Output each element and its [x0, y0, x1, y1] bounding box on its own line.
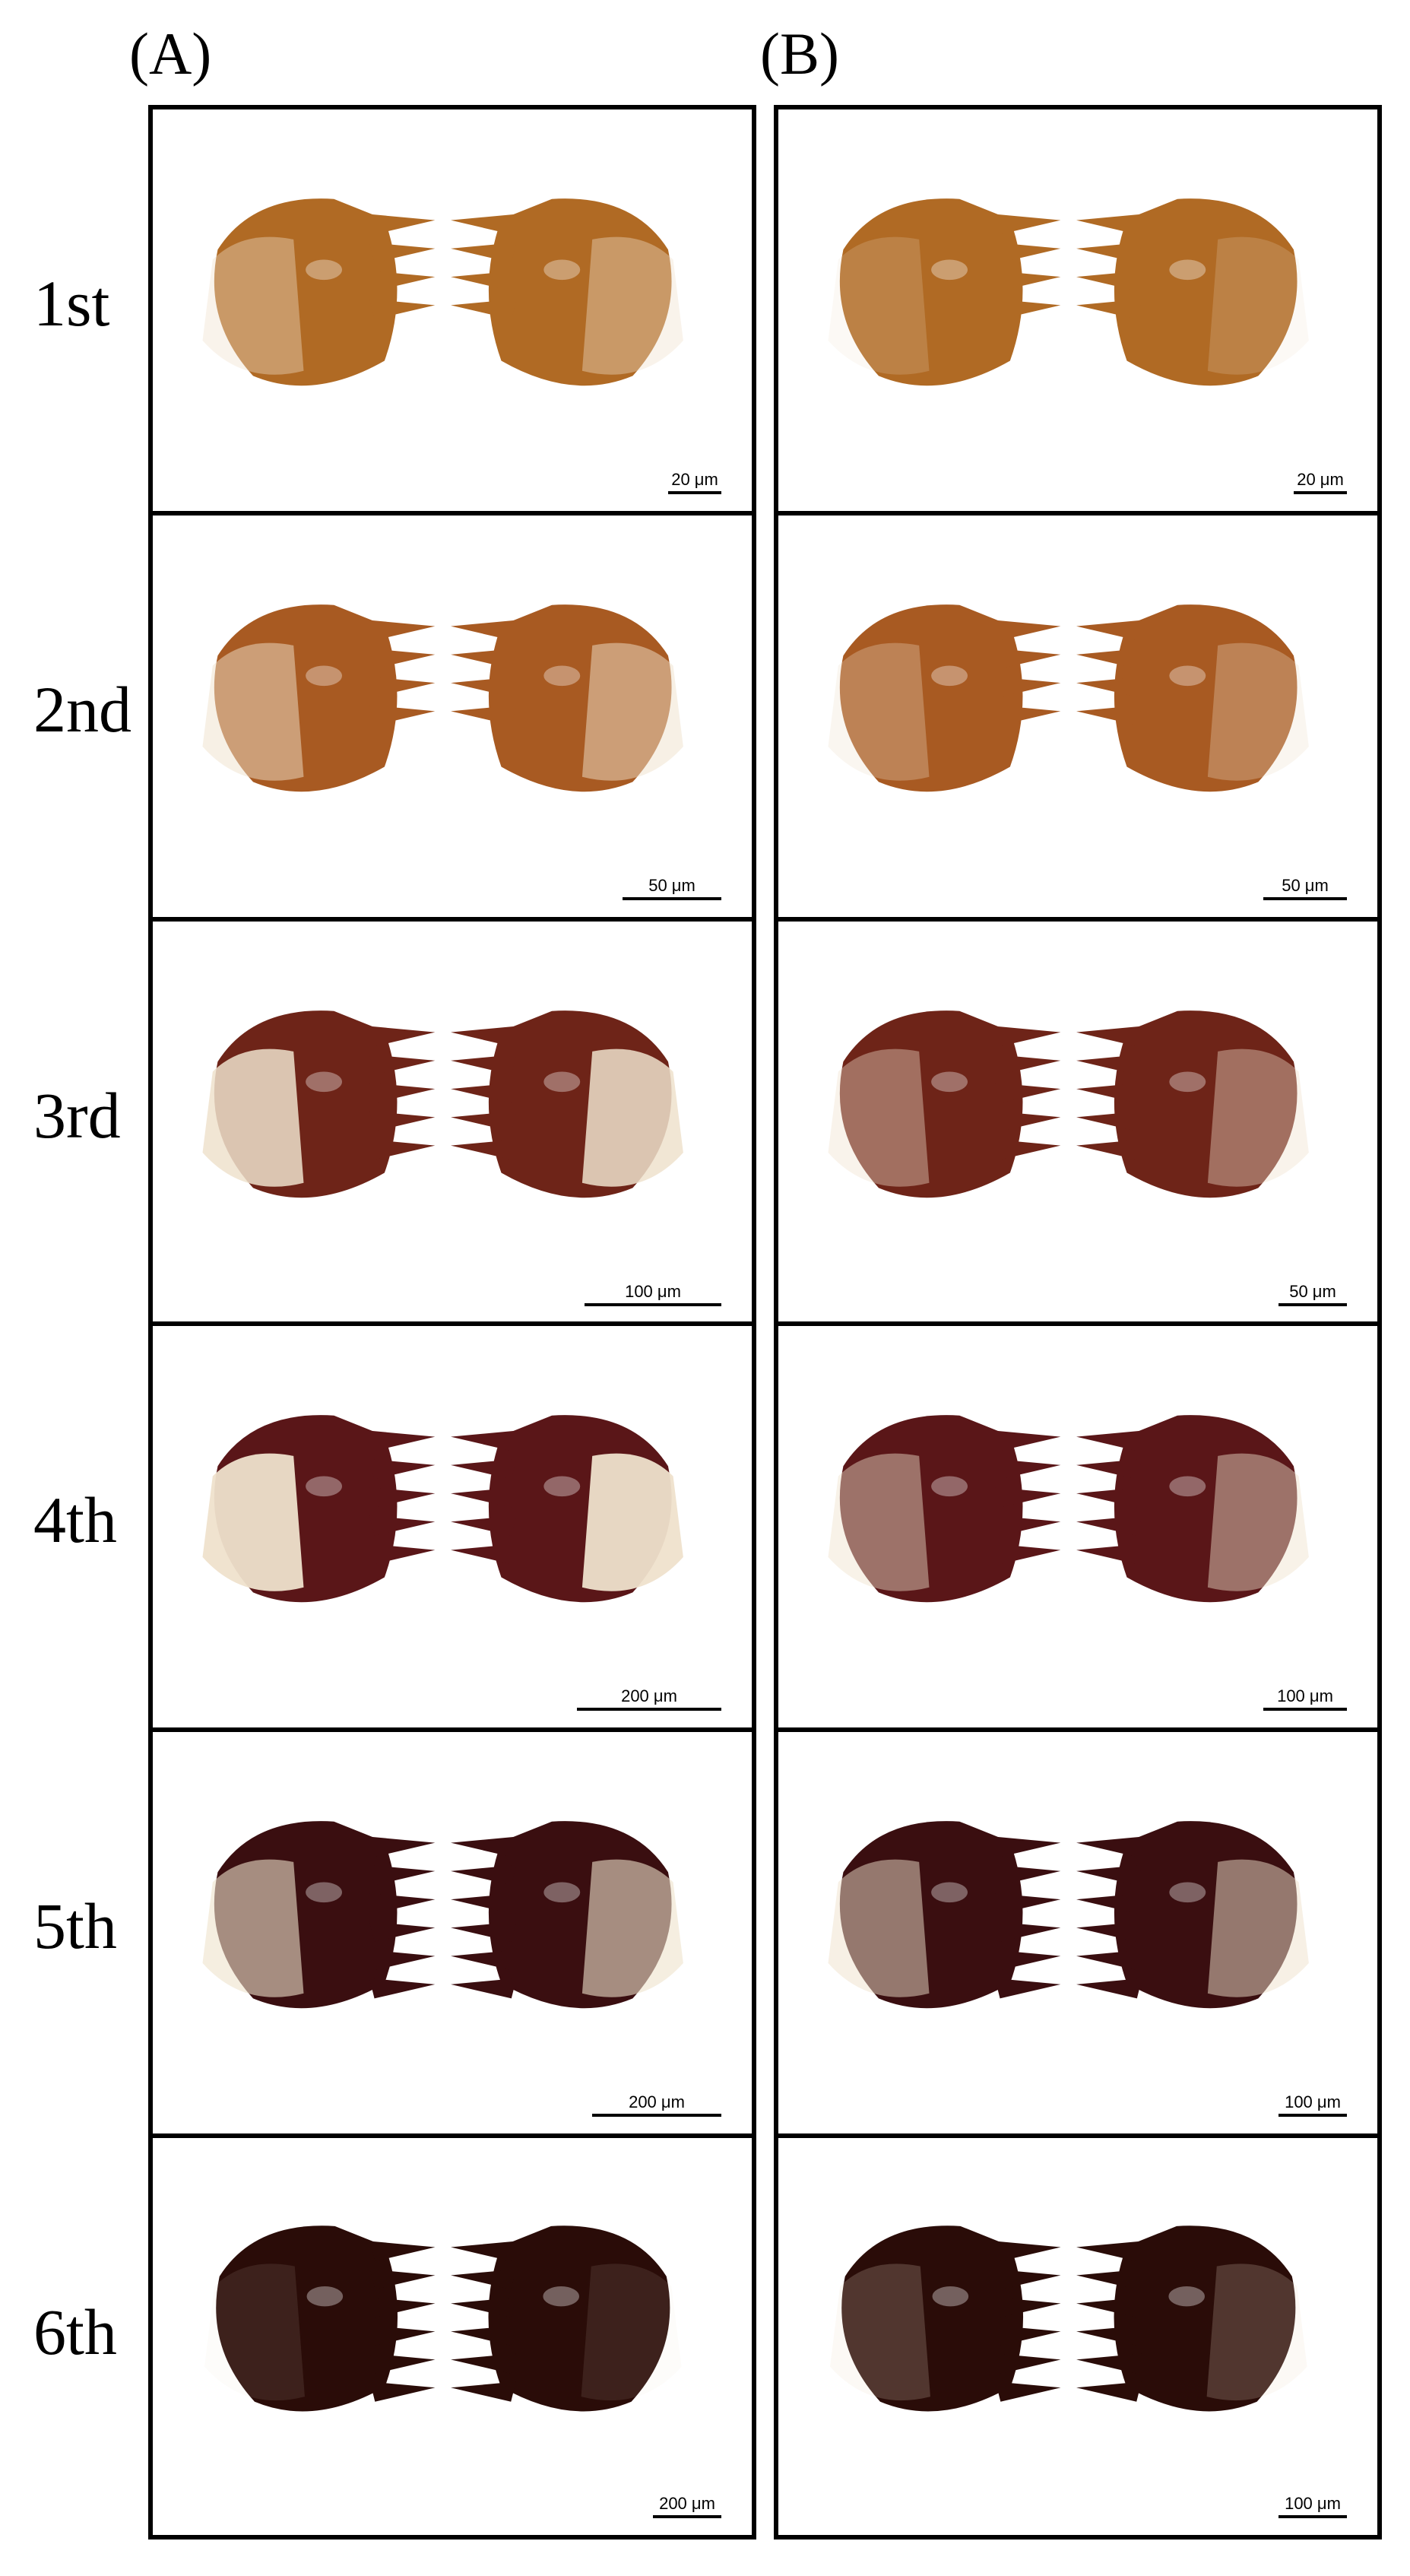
scale-bar-line [592, 2114, 721, 2117]
scale-bar-line [1263, 1708, 1347, 1711]
scale-bar-a-first: 20 μm [661, 470, 729, 494]
mandible-right-view [1076, 198, 1309, 386]
mandible-left-view [202, 604, 436, 792]
scale-bar-label: 200 μm [659, 2494, 715, 2513]
mandible-left-view [828, 1821, 1061, 2009]
scale-bar-line [668, 491, 721, 494]
mandible-right-view [451, 1415, 683, 1603]
scale-bar-label: 50 μm [1289, 1282, 1336, 1301]
scale-bar-line [1279, 1303, 1347, 1306]
mandible-left-view [828, 198, 1061, 386]
mandible-right-view [1076, 604, 1309, 792]
scale-bar-label: 100 μm [1285, 2092, 1341, 2111]
row-label-first: 1st [33, 267, 110, 340]
row-label-fourth: 4th [33, 1483, 117, 1556]
scale-bar-label: 20 μm [671, 470, 718, 489]
scale-bar-line [1263, 897, 1347, 900]
micrograph-panel-b-sixth: 100 μm [774, 2133, 1382, 2540]
scale-bar-a-second: 50 μm [615, 876, 729, 900]
micrograph-panel-a-fourth: 200 μm [148, 1321, 756, 1732]
row-label-second: 2nd [33, 673, 131, 746]
mandible-left-view [202, 1415, 436, 1603]
micrograph-panel-a-second: 50 μm [148, 511, 756, 922]
micrograph-panel-a-third: 100 μm [148, 917, 756, 1328]
micrograph-panel-b-third: 50 μm [774, 917, 1382, 1328]
mandible-right-view [451, 1010, 683, 1198]
row-label-third: 3rd [33, 1079, 121, 1152]
scale-bar-a-fourth: 200 μm [569, 1686, 729, 1711]
micrograph-panel-b-fourth: 100 μm [774, 1321, 1382, 1732]
scale-bar-label: 200 μm [621, 1686, 677, 1705]
micrograph-panel-a-fifth: 200 μm [148, 1727, 756, 2138]
micrograph-panel-a-first: 20 μm [148, 105, 756, 516]
scale-bar-a-sixth: 200 μm [645, 2494, 729, 2518]
scale-bar-label: 100 μm [1285, 2494, 1341, 2513]
mandible-right-view [451, 604, 683, 792]
mandible-right-view [1076, 1415, 1309, 1603]
column-label-b: (B) [760, 21, 839, 87]
mandible-right-view [451, 198, 683, 386]
micrograph-panel-b-first: 20 μm [774, 105, 1382, 516]
scale-bar-label: 100 μm [625, 1282, 681, 1301]
mandible-right-view [451, 2225, 682, 2412]
mandible-right-view [451, 1821, 683, 2009]
mandible-left-view [202, 1010, 436, 1198]
mandible-right-view [1076, 1010, 1309, 1198]
scale-bar-line [1279, 2114, 1347, 2117]
mandible-left-view [828, 604, 1061, 792]
scale-bar-line [577, 1708, 721, 1711]
scale-bar-label: 100 μm [1277, 1686, 1333, 1705]
scale-bar-a-fifth: 200 μm [585, 2092, 729, 2117]
mandible-left-view [202, 1821, 436, 2009]
scale-bar-b-sixth: 100 μm [1271, 2494, 1355, 2518]
scale-bar-a-third: 100 μm [577, 1282, 729, 1306]
mandible-left-view [204, 2225, 436, 2412]
scale-bar-label: 200 μm [629, 2092, 685, 2111]
scale-bar-b-second: 50 μm [1256, 876, 1355, 900]
row-label-fifth: 5th [33, 1889, 117, 1962]
column-label-a: (A) [129, 21, 212, 87]
scale-bar-label: 50 μm [1282, 876, 1329, 895]
mandible-left-view [829, 2225, 1061, 2412]
mandible-right-view [1076, 1821, 1309, 2009]
micrograph-panel-b-fifth: 100 μm [774, 1727, 1382, 2138]
scale-bar-line [1294, 491, 1347, 494]
mandible-right-view [1076, 2225, 1307, 2412]
scale-bar-line [653, 2515, 721, 2518]
mandible-left-view [202, 198, 436, 386]
scale-bar-b-fifth: 100 μm [1271, 2092, 1355, 2117]
mandible-left-view [828, 1010, 1061, 1198]
scale-bar-b-first: 20 μm [1286, 470, 1355, 494]
row-label-sixth: 6th [33, 2295, 117, 2368]
scale-bar-line [623, 897, 721, 900]
scale-bar-line [1279, 2515, 1347, 2518]
scale-bar-b-fourth: 100 μm [1256, 1686, 1355, 1711]
scale-bar-label: 20 μm [1297, 470, 1344, 489]
micrograph-panel-a-sixth: 200 μm [148, 2133, 756, 2540]
scale-bar-line [585, 1303, 721, 1306]
scale-bar-label: 50 μm [648, 876, 695, 895]
mandible-left-view [828, 1415, 1061, 1603]
micrograph-panel-b-second: 50 μm [774, 511, 1382, 922]
scale-bar-b-third: 50 μm [1271, 1282, 1355, 1306]
